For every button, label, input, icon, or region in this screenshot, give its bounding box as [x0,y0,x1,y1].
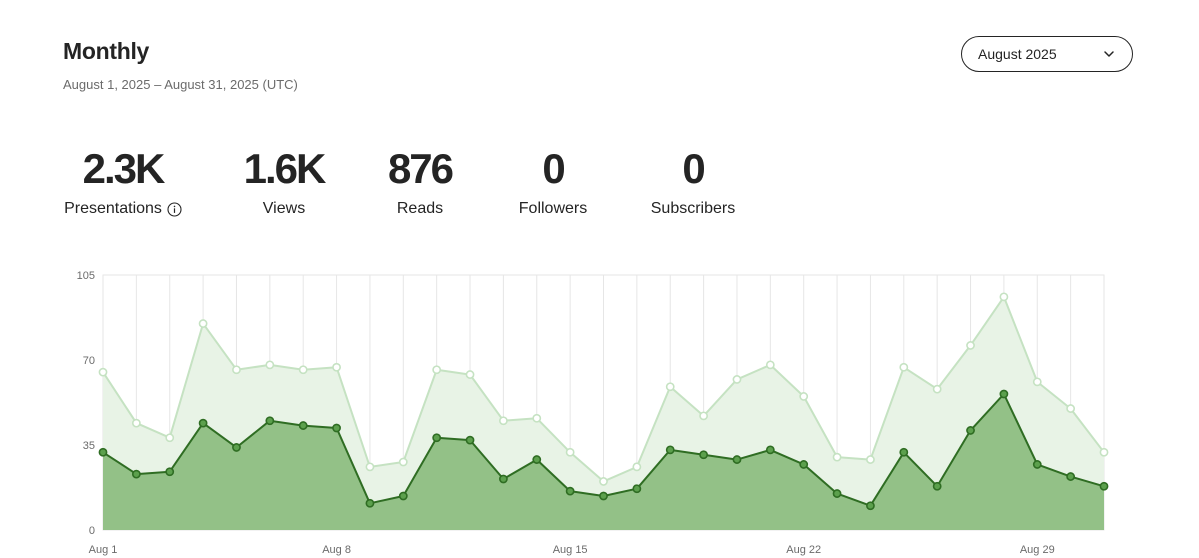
views-point [432,365,442,375]
reads-point [932,481,942,491]
views-point [98,367,108,377]
views-point [899,362,909,372]
reads-point [532,455,542,464]
views-point [699,411,708,421]
reads-point [98,447,108,457]
stat-reads: 876 Reads [370,146,470,218]
views-point [198,319,208,328]
reads-point [799,460,809,469]
stat-value: 0 [542,145,565,192]
reads-point [866,501,875,511]
y-tick-label: 0 [89,525,95,537]
views-point [232,365,241,375]
x-tick-label: Aug 29 [1020,544,1055,556]
views-point [599,477,608,486]
reads-point [432,433,442,443]
views-point [1066,404,1076,413]
views-point [632,462,642,472]
reads-point [732,455,742,464]
stat-label: Reads [396,200,444,217]
views-point [799,392,809,401]
views-point [565,447,575,457]
reads-point [565,486,575,496]
views-point [465,370,475,379]
reads-point [365,498,375,508]
y-tick-label: 70 [83,355,95,367]
views-point [1032,377,1042,387]
reads-point [599,491,608,501]
reads-point [298,421,308,430]
views-point [298,365,308,375]
views-point [732,375,742,384]
views-point [131,418,141,428]
views-point [532,413,542,423]
stat-value: 1.6K [243,145,327,192]
y-tick-label: 105 [77,270,95,282]
stat-presentations: 2.3K Presentations [63,146,183,218]
stat-value: 0 [682,145,705,192]
stat-label: Followers [518,200,588,217]
views-point [765,360,775,370]
reads-point [999,389,1009,399]
stat-value: 876 [387,145,454,192]
views-point [165,433,175,443]
date-range: August 1, 2025 – August 31, 2025 (UTC) [63,77,298,92]
reads-area [103,394,1104,530]
reads-point [198,418,208,428]
reads-point [332,423,341,433]
reads-point [165,467,175,477]
views-point [498,416,508,426]
reads-point [699,450,708,460]
views-point [332,362,341,372]
stat-value: 2.3K [82,145,166,192]
x-tick-label: Aug 15 [553,544,588,556]
reads-point [398,491,408,501]
x-tick-label: Aug 22 [786,544,821,556]
month-select[interactable]: August 2025 [961,36,1133,72]
views-point [832,452,842,462]
info-icon[interactable] [167,201,182,217]
reads-point [632,484,642,494]
views-point [932,384,942,394]
reads-point [498,474,508,484]
stat-label: Views [262,200,306,217]
reads-point [832,489,842,498]
reads-point [1099,481,1109,491]
reads-point [232,443,241,452]
y-tick-label: 35 [83,440,95,452]
reads-point [899,447,909,457]
reads-point [665,445,675,455]
stat-label: Presentations [64,200,162,217]
reads-point [966,426,975,435]
reads-point [131,469,141,479]
views-point [1099,447,1109,457]
views-point [265,360,275,370]
views-point [966,341,975,350]
month-select-value: August 2025 [978,46,1057,62]
stat-views: 1.6K Views [234,146,334,218]
reads-point [265,416,275,426]
stat-subscribers: 0 Subscribers [643,146,743,218]
views-point [365,462,375,472]
x-tick-label: Aug 1 [89,544,118,556]
stat-label: Subscribers [650,200,736,217]
views-point [999,292,1009,302]
views-point [665,382,675,392]
reads-point [1032,460,1042,469]
reads-point [1066,472,1076,481]
page-title: Monthly [63,38,150,64]
reads-point [465,435,475,445]
views-point [398,457,408,467]
x-tick-label: Aug 8 [322,544,351,556]
reads-point [765,445,775,455]
views-point [866,455,875,464]
chevron-down-icon [1102,47,1116,61]
stat-followers: 0 Followers [503,146,603,218]
